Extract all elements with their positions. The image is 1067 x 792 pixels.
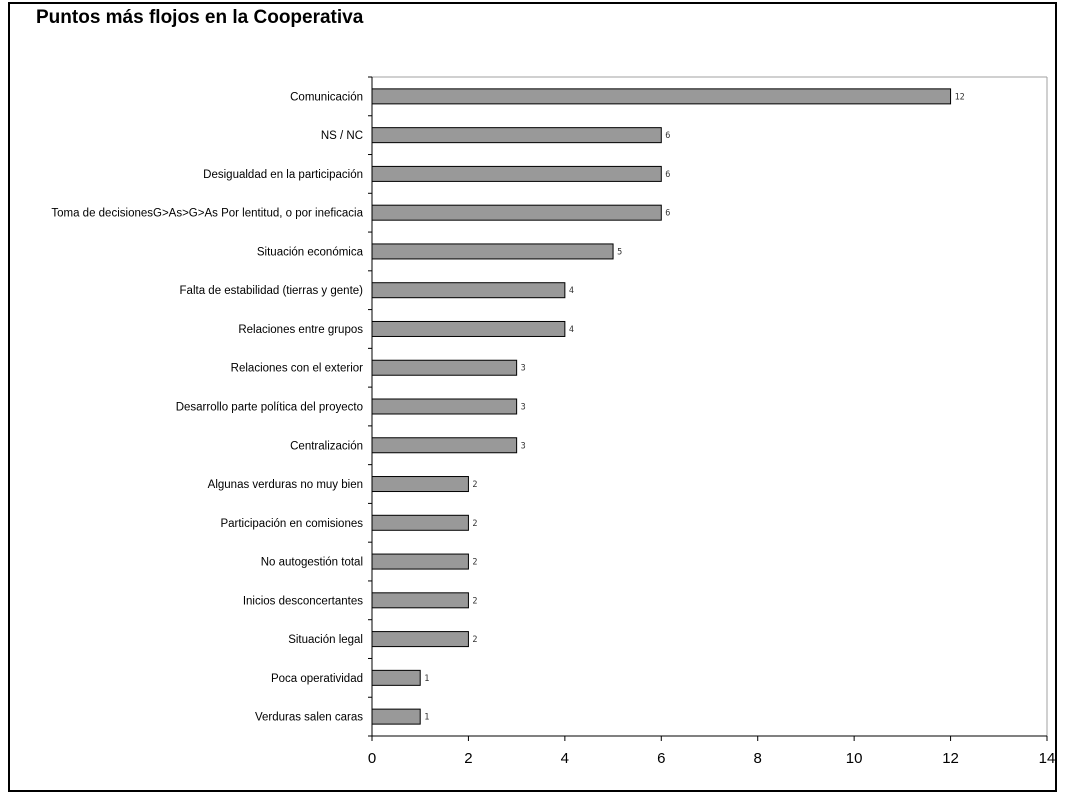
bar bbox=[371, 204, 662, 221]
data-label: 1 bbox=[424, 674, 429, 684]
category-label: Desigualdad en la participación bbox=[203, 169, 363, 181]
data-label: 6 bbox=[665, 209, 670, 219]
data-label: 2 bbox=[472, 480, 477, 490]
bar bbox=[371, 243, 614, 260]
bar bbox=[371, 88, 952, 105]
x-tick-label: 10 bbox=[846, 750, 863, 767]
data-label: 3 bbox=[521, 441, 526, 451]
category-label: Verduras salen caras bbox=[255, 712, 363, 724]
x-tick-label: 6 bbox=[657, 750, 665, 767]
category-label: Desarrollo parte política del proyecto bbox=[176, 402, 363, 414]
category-label: Situación económica bbox=[257, 246, 364, 258]
data-label: 4 bbox=[569, 286, 574, 296]
bar bbox=[371, 631, 469, 648]
data-label: 6 bbox=[665, 131, 670, 141]
chart-title: Puntos más flojos en la Cooperativa bbox=[36, 7, 364, 28]
category-label: Situación legal bbox=[288, 634, 363, 646]
x-tick-label: 12 bbox=[942, 750, 959, 767]
category-label: Relaciones con el exterior bbox=[231, 363, 363, 375]
data-label: 3 bbox=[521, 364, 526, 374]
bar bbox=[371, 476, 469, 493]
category-label: Centralización bbox=[290, 440, 363, 452]
data-label: 4 bbox=[569, 325, 574, 335]
data-label: 2 bbox=[472, 596, 477, 606]
category-label: Participación en comisiones bbox=[220, 518, 363, 530]
bar bbox=[371, 165, 662, 182]
x-tick-label: 14 bbox=[1039, 750, 1056, 767]
bar bbox=[371, 553, 469, 570]
bar bbox=[371, 359, 518, 376]
data-label: 1 bbox=[424, 713, 429, 723]
data-label: 5 bbox=[617, 247, 622, 257]
category-label: Relaciones entre grupos bbox=[238, 324, 363, 336]
data-label: 12 bbox=[955, 92, 965, 102]
category-label: Falta de estabilidad (tierras y gente) bbox=[180, 285, 364, 297]
category-label: No autogestión total bbox=[261, 557, 363, 569]
category-label: Inicios desconcertantes bbox=[243, 595, 363, 607]
data-label: 6 bbox=[665, 170, 670, 180]
category-label: Algunas verduras no muy bien bbox=[208, 479, 363, 491]
bar bbox=[371, 708, 421, 725]
bar bbox=[371, 514, 469, 531]
category-label: Poca operatividad bbox=[271, 673, 363, 685]
bar bbox=[371, 437, 518, 454]
bar bbox=[371, 592, 469, 609]
bar bbox=[371, 127, 662, 144]
x-tick-label: 0 bbox=[368, 750, 376, 767]
x-tick-label: 2 bbox=[464, 750, 472, 767]
bar bbox=[371, 669, 421, 686]
data-label: 2 bbox=[472, 635, 477, 645]
x-tick-label: 4 bbox=[561, 750, 569, 767]
category-label: NS / NC bbox=[321, 130, 363, 142]
bar bbox=[371, 282, 566, 299]
category-label: Toma de decisionesG>As>G>As Por lentitud… bbox=[51, 208, 363, 220]
category-label: Comunicación bbox=[290, 91, 363, 103]
bar bbox=[371, 320, 566, 337]
data-label: 3 bbox=[521, 403, 526, 413]
data-label: 2 bbox=[472, 519, 477, 529]
bar bbox=[371, 398, 518, 415]
x-tick-label: 8 bbox=[754, 750, 762, 767]
data-label: 2 bbox=[472, 558, 477, 568]
